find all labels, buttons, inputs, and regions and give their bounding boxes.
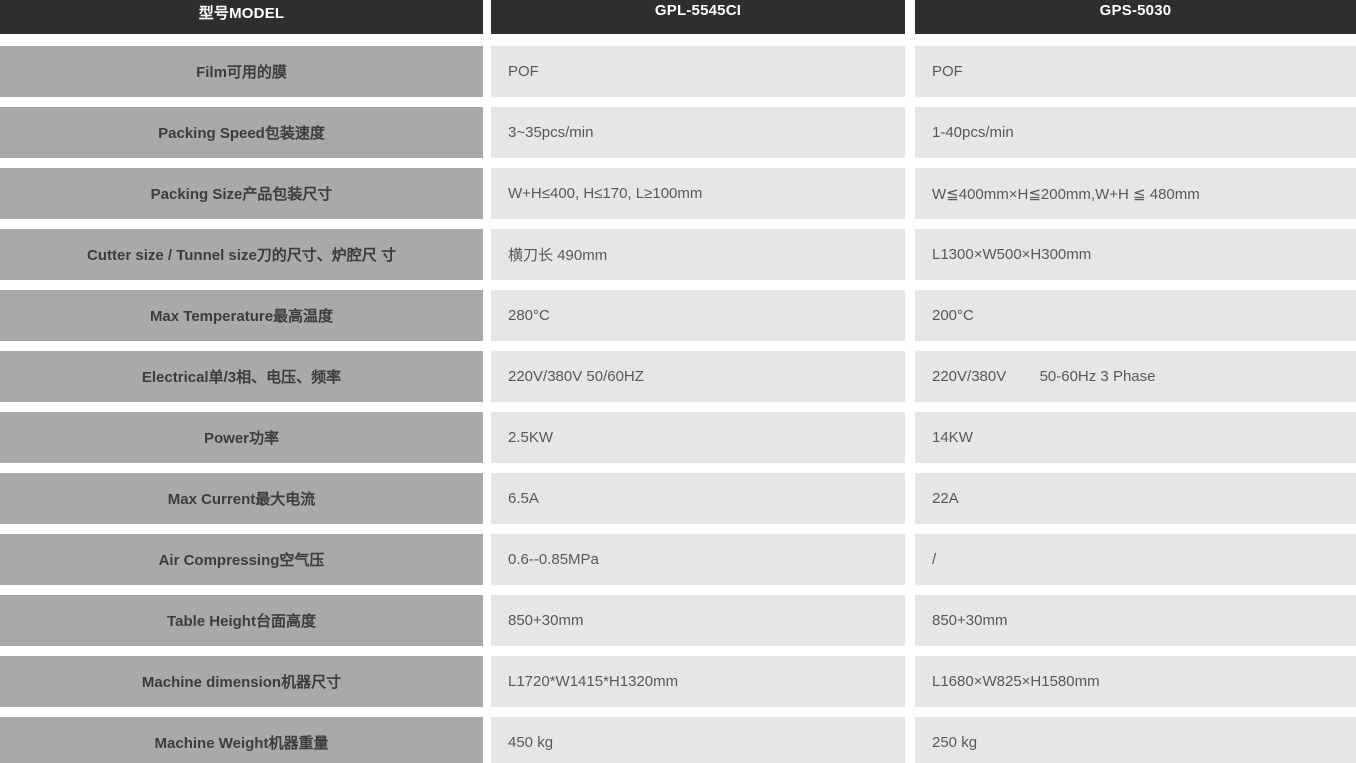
column-header-gps-5030: GPS-5030	[915, 0, 1356, 34]
spec-table-header-row: 型号MODEL GPL-5545CI GPS-5030	[0, 0, 1356, 34]
spec-row-label: Air Compressing空气压	[0, 534, 483, 585]
spec-value-gpl-5545ci: 0.6--0.85MPa	[491, 534, 905, 585]
column-header-model: 型号MODEL	[0, 0, 483, 34]
spec-row: Table Height台面高度 850+30mm 850+30mm	[0, 595, 1356, 646]
spec-value-gps-5030: 200°C	[915, 290, 1356, 341]
spec-row-label: Table Height台面高度	[0, 595, 483, 646]
spec-row: Max Temperature最高温度 280°C 200°C	[0, 290, 1356, 341]
spec-value-gps-5030: /	[915, 534, 1356, 585]
spec-value-gps-5030: 14KW	[915, 412, 1356, 463]
spec-value-gpl-5545ci: W+H≤400, H≤170, L≥100mm	[491, 168, 905, 219]
spec-value-gpl-5545ci: 280°C	[491, 290, 905, 341]
spec-row: Packing Size产品包装尺寸 W+H≤400, H≤170, L≥100…	[0, 168, 1356, 219]
spec-row: Film可用的膜 POF POF	[0, 46, 1356, 97]
spec-value-gps-5030: 1-40pcs/min	[915, 107, 1356, 158]
spec-row-label: Power功率	[0, 412, 483, 463]
spec-value-gps-5030: 22A	[915, 473, 1356, 524]
spec-value-gps-5030: 850+30mm	[915, 595, 1356, 646]
spec-row-label: Packing Speed包装速度	[0, 107, 483, 158]
spec-value-gpl-5545ci: 220V/380V 50/60HZ	[491, 351, 905, 402]
spec-value-gpl-5545ci: 3~35pcs/min	[491, 107, 905, 158]
spec-value-gps-5030: L1300×W500×H300mm	[915, 229, 1356, 280]
spec-value-gpl-5545ci: 6.5A	[491, 473, 905, 524]
spec-row: Cutter size / Tunnel size刀的尺寸、炉腔尺 寸 横刀长 …	[0, 229, 1356, 280]
spec-row-label: Max Current最大电流	[0, 473, 483, 524]
spec-value-gps-5030: L1680×W825×H1580mm	[915, 656, 1356, 707]
spec-row-label: Max Temperature最高温度	[0, 290, 483, 341]
spec-value-gpl-5545ci: 850+30mm	[491, 595, 905, 646]
column-header-gpl-5545ci: GPL-5545CI	[491, 0, 905, 34]
spec-value-gpl-5545ci: 横刀长 490mm	[491, 229, 905, 280]
spec-row: Power功率 2.5KW 14KW	[0, 412, 1356, 463]
spec-value-gpl-5545ci: 2.5KW	[491, 412, 905, 463]
spec-row-label: Electrical单/3相、电压、频率	[0, 351, 483, 402]
spec-row: Max Current最大电流 6.5A 22A	[0, 473, 1356, 524]
spec-row-label: Film可用的膜	[0, 46, 483, 97]
spec-row-label: Packing Size产品包装尺寸	[0, 168, 483, 219]
spec-row: Packing Speed包装速度 3~35pcs/min 1-40pcs/mi…	[0, 107, 1356, 158]
spec-table-body: Film可用的膜 POF POF Packing Speed包装速度 3~35p…	[0, 46, 1356, 763]
spec-row-label: Machine dimension机器尺寸	[0, 656, 483, 707]
spec-row-label: Machine Weight机器重量	[0, 717, 483, 763]
spec-value-gpl-5545ci: 450 kg	[491, 717, 905, 763]
spec-value-gpl-5545ci: L1720*W1415*H1320mm	[491, 656, 905, 707]
spec-value-gpl-5545ci: POF	[491, 46, 905, 97]
spec-row: Electrical单/3相、电压、频率 220V/380V 50/60HZ 2…	[0, 351, 1356, 402]
spec-value-gps-5030: 250 kg	[915, 717, 1356, 763]
spec-value-gps-5030: W≦400mm×H≦200mm,W+H ≦ 480mm	[915, 168, 1356, 219]
spec-row: Air Compressing空气压 0.6--0.85MPa /	[0, 534, 1356, 585]
spec-row-label: Cutter size / Tunnel size刀的尺寸、炉腔尺 寸	[0, 229, 483, 280]
spec-value-gps-5030: 220V/380V 50-60Hz 3 Phase	[915, 351, 1356, 402]
spec-row: Machine Weight机器重量 450 kg 250 kg	[0, 717, 1356, 763]
spec-row: Machine dimension机器尺寸 L1720*W1415*H1320m…	[0, 656, 1356, 707]
spec-value-gps-5030: POF	[915, 46, 1356, 97]
